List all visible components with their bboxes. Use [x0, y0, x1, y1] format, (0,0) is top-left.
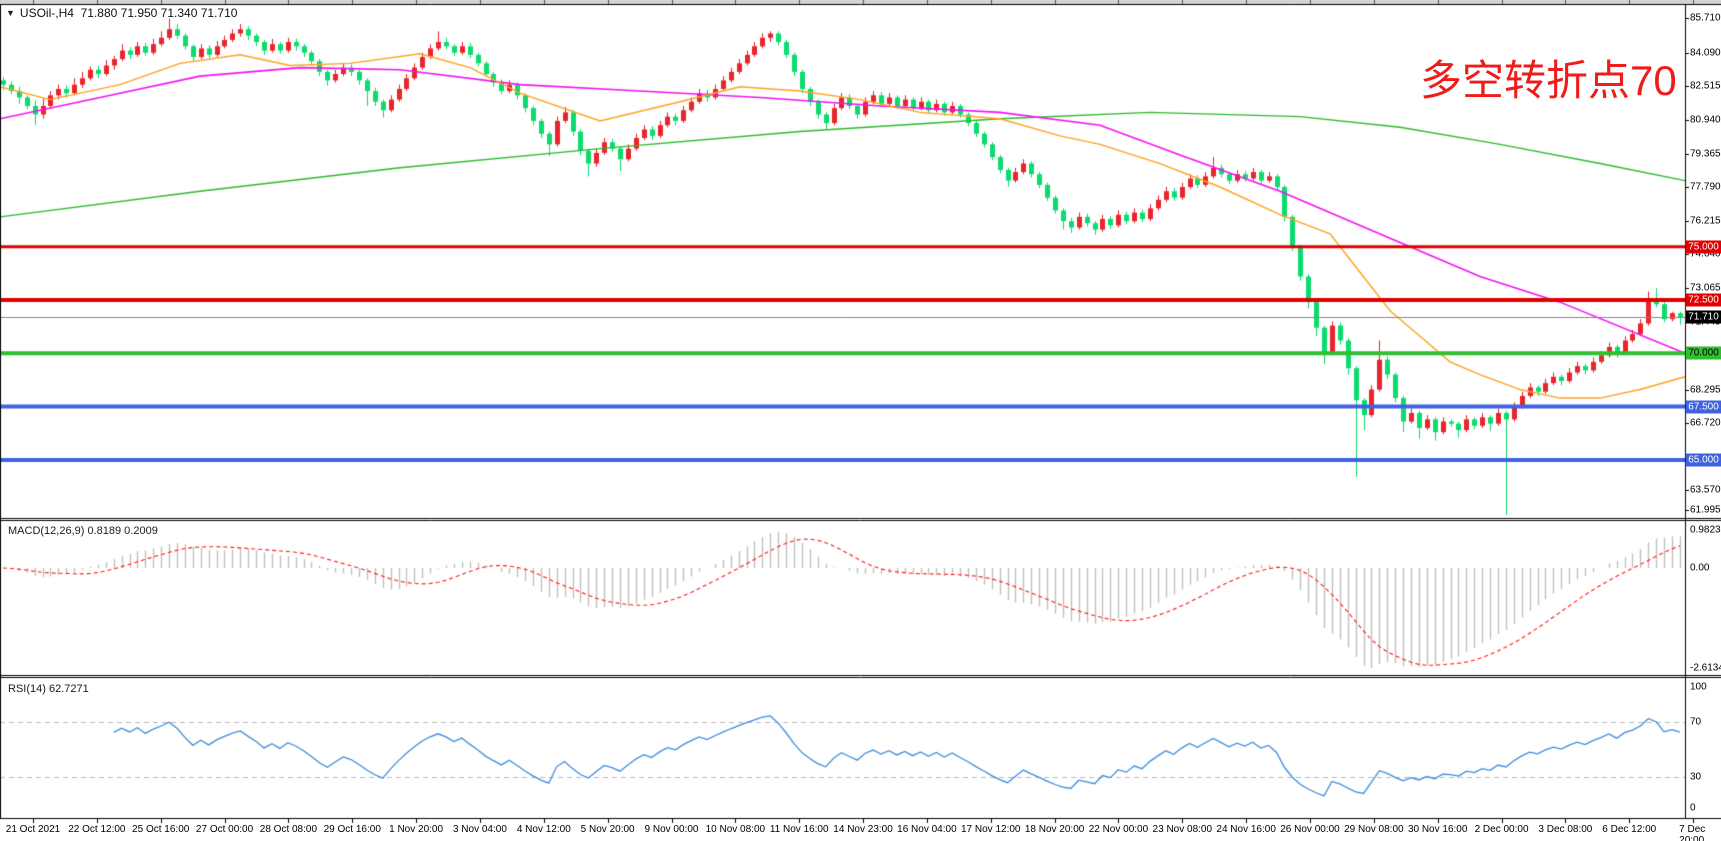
time-axis-label: 14 Nov 23:00: [833, 824, 893, 835]
chart-annotation-text: 多空转折点70: [1420, 57, 1677, 104]
time-axis-label: 17 Nov 12:00: [961, 824, 1021, 835]
symbol-timeframe-label: USOil-,H4: [19, 6, 74, 20]
price-level-badge: 67.500: [1686, 400, 1721, 414]
macd-axis-label: -2.6134: [1690, 662, 1721, 674]
rsi-indicator-label: RSI(14) 62.7271: [8, 683, 89, 695]
price-axis-label: 63.570: [1690, 484, 1721, 496]
time-axis-label: 4 Nov 12:00: [516, 824, 571, 835]
ohlc-values: 71.880 71.950 71.340 71.710: [80, 6, 238, 20]
price-axis-label: 76.215: [1690, 215, 1721, 227]
time-axis-label: 18 Nov 20:00: [1024, 824, 1085, 835]
price-level-badge: 70.000: [1686, 346, 1721, 360]
time-axis-label: 26 Nov 00:00: [1280, 824, 1340, 835]
macd-axis-label: 0.9823: [1690, 524, 1721, 536]
time-axis-label: 29 Nov 08:00: [1344, 824, 1404, 835]
time-axis-label: 3 Nov 04:00: [452, 824, 507, 835]
time-axis-label: 21 Oct 2021: [5, 824, 61, 835]
time-axis-label: 24 Nov 16:00: [1216, 824, 1276, 835]
time-axis-label: 29 Oct 16:00: [323, 824, 381, 835]
macd-axis-label: 0.00: [1690, 562, 1710, 574]
rsi-axis-label: 0: [1690, 802, 1696, 814]
price-axis-label: 66.720: [1690, 417, 1721, 429]
price-axis-label: 68.295: [1690, 384, 1721, 396]
time-axis-label: 28 Oct 08:00: [259, 824, 318, 835]
time-axis-label: 2 Dec 00:00: [1474, 824, 1529, 835]
time-axis-label: 10 Nov 08:00: [705, 824, 766, 835]
rsi-axis-label: 30: [1690, 771, 1702, 783]
price-axis-label: 77.790: [1690, 181, 1721, 193]
time-axis-label: 22 Oct 12:00: [68, 824, 126, 835]
time-axis-label: 11 Nov 16:00: [769, 824, 829, 835]
chart-title: ▼ USOil-,H4 71.880 71.950 71.340 71.710: [6, 6, 237, 20]
time-axis-label: 27 Oct 00:00: [195, 824, 254, 835]
price-axis-label: 82.515: [1690, 80, 1721, 92]
price-axis-label: 84.090: [1690, 47, 1721, 59]
price-level-badge: 75.000: [1686, 240, 1721, 254]
time-axis-label: 9 Nov 00:00: [644, 824, 699, 835]
time-axis-label: 16 Nov 04:00: [897, 824, 957, 835]
time-axis-label: 25 Oct 16:00: [132, 824, 190, 835]
time-axis-label: 22 Nov 00:00: [1088, 824, 1149, 835]
price-axis-label: 79.365: [1690, 148, 1721, 160]
price-level-badge: 72.500: [1686, 293, 1721, 307]
rsi-axis-label: 100: [1690, 681, 1707, 693]
time-axis-label: 7 Dec 20:00: [1679, 824, 1706, 841]
time-axis-label: 23 Nov 08:00: [1152, 824, 1213, 835]
time-axis-label: 3 Dec 08:00: [1538, 824, 1593, 835]
price-axis-label: 73.065: [1690, 282, 1721, 294]
price-level-badge: 65.000: [1686, 453, 1721, 467]
time-axis-label: 30 Nov 16:00: [1407, 824, 1468, 835]
price-axis-label: 61.995: [1690, 504, 1721, 516]
price-axis-label: 74.640: [1690, 248, 1721, 260]
time-axis-label: 6 Dec 12:00: [1602, 824, 1657, 835]
symbol-dropdown-icon[interactable]: ▼: [6, 8, 15, 18]
time-axis-label: 5 Nov 20:00: [580, 824, 635, 835]
current-price-badge: 71.710: [1686, 310, 1721, 324]
rsi-axis-label: 70: [1690, 716, 1702, 728]
price-axis-label: 85.710: [1690, 12, 1721, 24]
price-axis-label: 80.940: [1690, 114, 1721, 126]
time-axis-label: 1 Nov 20:00: [389, 824, 444, 835]
macd-indicator-label: MACD(12,26,9) 0.8189 0.2009: [8, 525, 158, 537]
